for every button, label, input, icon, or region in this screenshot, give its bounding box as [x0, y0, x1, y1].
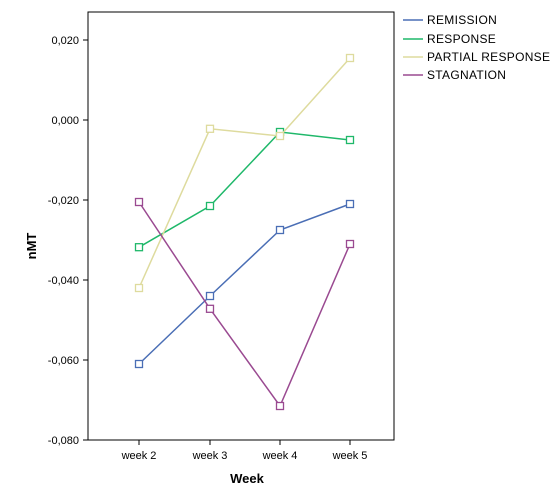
x-axis: week 2 week 3 week 4 week 5	[121, 440, 368, 462]
data-point-partial-response	[205, 124, 215, 133]
x-tick-label: week 5	[332, 450, 368, 462]
legend-label-stagnation: STAGNATION	[427, 68, 506, 82]
y-tick-label: 0,020	[51, 35, 79, 47]
series-line-remission	[138, 203, 351, 365]
y-tick-label: -0,060	[48, 355, 79, 367]
x-tick-label: week 3	[192, 450, 228, 462]
series-layer	[134, 53, 355, 411]
plot-frame	[87, 11, 395, 441]
series-line-stagnation	[138, 201, 351, 408]
data-point-remission	[345, 199, 355, 209]
data-point-partial-response	[275, 131, 285, 141]
series-line-response	[138, 131, 351, 248]
data-point-stagnation	[134, 197, 144, 207]
legend-label-remission: REMISSION	[427, 13, 497, 27]
legend-label-partial-response: PARTIAL RESPONSE	[427, 50, 550, 64]
y-tick-label: -0,080	[48, 435, 79, 447]
data-point-response	[205, 201, 215, 211]
data-point-remission	[205, 291, 215, 301]
y-tick-label: -0,040	[48, 275, 79, 287]
x-tick-label: week 4	[262, 450, 298, 462]
y-tick-label: 0,000	[51, 115, 79, 127]
y-axis: 0,020 0,000 -0,020 -0,040 -0,060 -0,080	[48, 35, 88, 447]
data-point-remission	[134, 359, 144, 369]
x-axis-title: Week	[230, 471, 264, 486]
data-point-partial-response	[345, 53, 355, 63]
legend-label-response: RESPONSE	[427, 32, 496, 46]
series-line-partial-response	[138, 57, 351, 289]
data-point-response	[134, 243, 144, 252]
data-point-stagnation	[205, 304, 215, 313]
data-point-partial-response	[134, 283, 144, 293]
legend: REMISSION RESPONSE PARTIAL RESPONSE STAGNAT…	[403, 13, 550, 82]
y-axis-title: nMT	[24, 233, 39, 260]
data-point-stagnation	[345, 239, 355, 249]
data-point-response	[345, 135, 355, 145]
y-tick-label: -0,020	[48, 195, 79, 207]
x-tick-label: week 2	[121, 450, 157, 462]
data-point-remission	[275, 225, 285, 235]
data-point-stagnation	[275, 401, 285, 411]
